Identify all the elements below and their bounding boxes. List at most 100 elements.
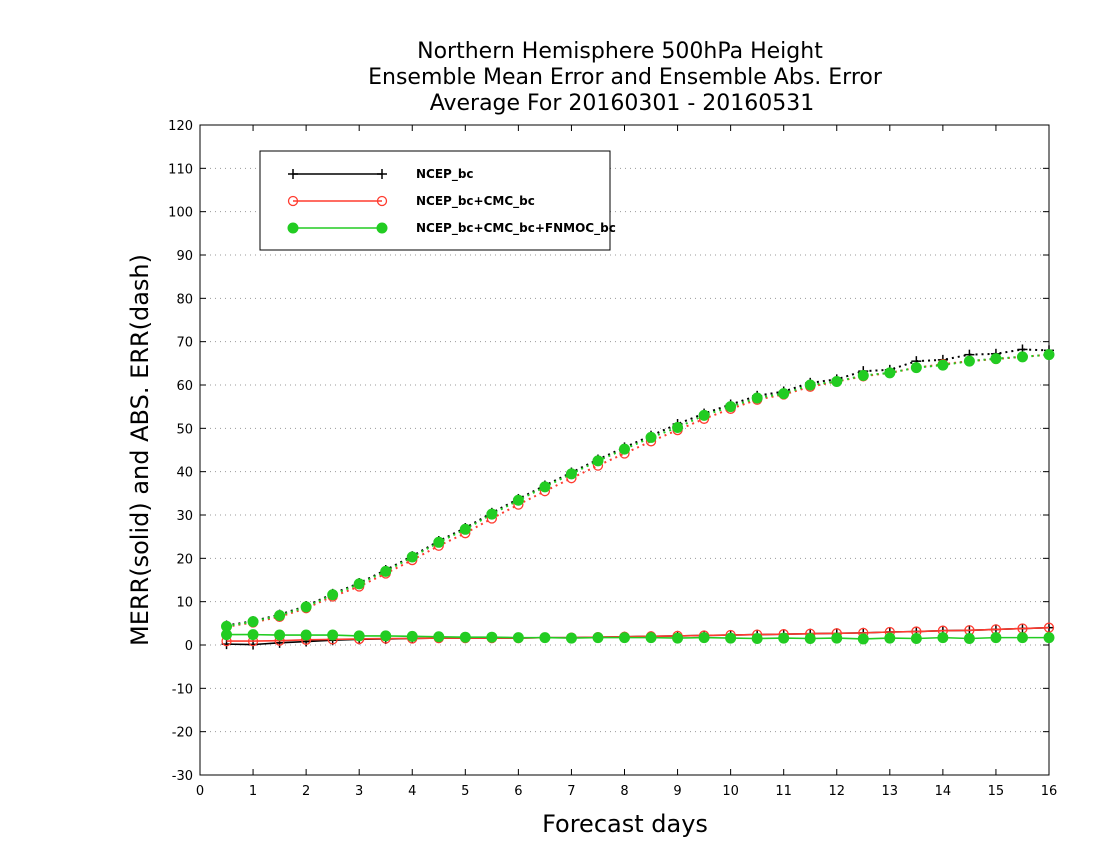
data-point: [376, 195, 388, 207]
data-point: [592, 455, 604, 467]
data-point: [433, 536, 445, 548]
y-axis: -30 -20 -10 0 10 20 30 40 50 60 70 80 90 100 110 120: [168, 119, 1049, 784]
y-tick-label: 20: [176, 552, 193, 567]
data-point: [778, 388, 790, 400]
y-axis-label: MERR(solid) and ABS. ERR(dash): [126, 254, 154, 646]
y-tick-label: 40: [176, 466, 193, 481]
data-point: [376, 222, 388, 234]
legend: NCEP_bc NCEP_bc+CMC_bc NCEP_bc+CMC_bc+FNMO…: [259, 150, 616, 251]
y-tick-label: 0: [185, 639, 193, 654]
x-tick-label: 9: [673, 784, 681, 799]
data-point: [645, 431, 657, 443]
data-point: [857, 369, 869, 381]
data-point: [221, 620, 233, 632]
x-tick-label: 3: [355, 784, 363, 799]
data-point: [725, 632, 737, 644]
y-tick-label: 80: [176, 292, 193, 307]
legend-item: NCEP_bc+CMC_bc: [287, 194, 535, 209]
data-point: [645, 632, 657, 644]
data-point: [751, 392, 763, 404]
data-point: [288, 169, 298, 179]
data-point: [247, 616, 259, 628]
y-tick-label: 100: [168, 206, 193, 221]
data-point: [327, 629, 339, 641]
data-point: [274, 629, 286, 641]
data-point: [857, 633, 869, 645]
data-point: [300, 629, 312, 641]
data-point: [512, 632, 524, 644]
data-point: [1016, 632, 1028, 644]
x-tick-label: 2: [302, 784, 310, 799]
data-point: [804, 633, 816, 644]
x-tick-label: 5: [461, 784, 469, 799]
abs-err-line: [226, 348, 1050, 627]
series-ncep-bc: [221, 344, 1054, 650]
data-point: [406, 551, 418, 563]
x-tick-label: 7: [567, 784, 575, 799]
y-tick-label: 30: [176, 509, 193, 524]
data-point: [725, 401, 737, 413]
merr-line: [226, 626, 1050, 642]
y-tick-label: 120: [168, 119, 193, 134]
data-point: [990, 353, 1002, 365]
data-point: [831, 376, 843, 388]
x-tick-label: 14: [935, 784, 952, 799]
data-point: [247, 629, 259, 641]
y-tick-label: -30: [172, 769, 193, 784]
title-line-2: Ensemble Mean Error and Ensemble Abs. Er…: [368, 65, 883, 90]
data-point: [287, 195, 299, 207]
data-point: [698, 409, 710, 421]
series-ncep-bc-cmc-bc: [221, 349, 1055, 647]
data-point: [380, 565, 392, 577]
data-point: [910, 633, 922, 644]
data-point: [937, 632, 949, 644]
data-point: [1016, 351, 1028, 363]
data-point: [300, 601, 312, 613]
series-ncep-bc-cmc-bc-fnmoc-bc: [221, 349, 1055, 645]
x-axis: 0 1 2 3 4 5 6 7 8 9 10 11 12 13 14 15 16: [196, 125, 1057, 799]
data-point: [1043, 349, 1055, 361]
data-point: [672, 632, 684, 644]
title-line-3: Average For 20160301 - 20160531: [430, 91, 815, 116]
x-tick-label: 16: [1041, 784, 1058, 799]
data-point: [937, 359, 949, 371]
legend-label: NCEP_bc: [416, 167, 474, 182]
data-point: [539, 632, 551, 644]
legend-label: NCEP_bc+CMC_bc+FNMOC_bc: [416, 221, 616, 236]
title-line-1: Northern Hemisphere 500hPa Height: [417, 39, 823, 64]
data-point: [353, 578, 365, 590]
data-point: [512, 494, 524, 506]
data-point: [327, 589, 339, 601]
data-point: [910, 362, 922, 374]
x-tick-label: 6: [514, 784, 522, 799]
y-tick-label: 10: [176, 596, 193, 611]
data-point: [592, 632, 604, 644]
data-point: [831, 632, 843, 644]
data-point: [804, 379, 816, 391]
x-axis-label: Forecast days: [542, 810, 708, 838]
y-tick-label: -20: [172, 726, 193, 741]
data-point: [963, 355, 975, 367]
y-tick-label: 50: [176, 422, 193, 437]
data-point: [778, 632, 790, 644]
legend-item: NCEP_bc: [288, 167, 474, 182]
data-point: [619, 443, 630, 455]
data-point: [565, 468, 577, 480]
data-point: [565, 632, 577, 644]
legend-item: NCEP_bc+CMC_bc+FNMOC_bc: [287, 221, 616, 236]
data-point: [619, 632, 630, 644]
data-point: [406, 630, 418, 642]
data-point: [751, 633, 763, 644]
y-tick-label: -10: [172, 682, 193, 697]
data-point: [433, 631, 445, 643]
data-point: [539, 481, 551, 493]
data-point: [1043, 632, 1055, 644]
data-point: [380, 630, 392, 642]
data-point: [884, 632, 896, 644]
data-point: [486, 508, 498, 520]
x-tick-label: 15: [988, 784, 1005, 799]
x-tick-label: 4: [408, 784, 416, 799]
x-tick-label: 10: [722, 784, 739, 799]
x-tick-label: 8: [620, 784, 628, 799]
